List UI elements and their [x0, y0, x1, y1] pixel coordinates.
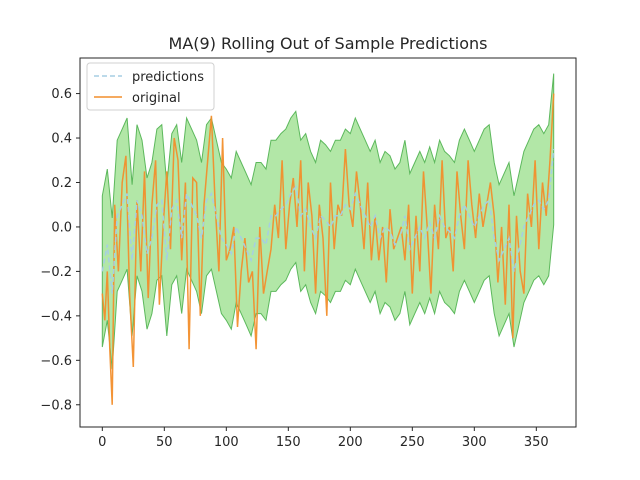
- x-tick-label: 50: [156, 435, 173, 450]
- y-tick-label: 0.4: [51, 132, 72, 147]
- legend-box: [86, 62, 215, 111]
- x-axis: 0 50 100 150 200 250 300 350: [98, 427, 549, 450]
- axes-frame: [79, 57, 577, 428]
- x-tick-label: 300: [462, 435, 487, 450]
- chart-title: MA(9) Rolling Out of Sample Predictions: [169, 34, 488, 53]
- y-tick-label: 0.0: [51, 220, 72, 235]
- confidence-band: [101, 73, 555, 370]
- y-tick-label: −0.4: [40, 309, 72, 324]
- x-tick-label: 350: [524, 435, 549, 450]
- y-tick-label: −0.8: [40, 398, 72, 413]
- x-tick-label: 0: [98, 435, 106, 450]
- x-tick-label: 100: [214, 435, 239, 450]
- x-tick-label: 200: [338, 435, 363, 450]
- legend-label-original: original: [132, 91, 181, 106]
- x-tick-label: 150: [276, 435, 301, 450]
- x-tick-label: 250: [400, 435, 425, 450]
- y-axis: −0.8 −0.6 −0.4 −0.2 0.0 0.2 0.4 0.6: [40, 87, 80, 413]
- y-tick-label: −0.2: [40, 265, 72, 280]
- y-tick-label: −0.6: [40, 354, 72, 369]
- y-tick-label: 0.2: [51, 176, 72, 191]
- legend-label-predictions: predictions: [132, 70, 204, 85]
- series-line-original: [101, 93, 555, 405]
- legend: predictions original: [86, 62, 215, 111]
- series-line-predictions: [101, 149, 555, 294]
- y-tick-label: 0.6: [51, 87, 72, 102]
- plot-area: [101, 73, 555, 405]
